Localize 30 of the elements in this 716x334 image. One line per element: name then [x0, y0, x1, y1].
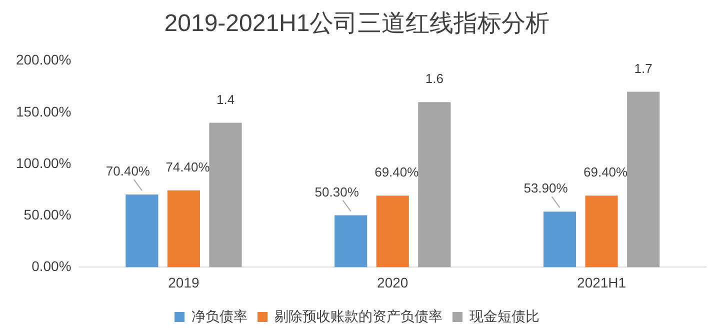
- data-label: 69.40%: [584, 164, 628, 180]
- bar: [209, 122, 242, 268]
- legend-label: 净负债率: [192, 308, 248, 324]
- data-label: 69.40%: [374, 164, 420, 180]
- bar: [126, 194, 158, 268]
- y-tick-label: 100.00%: [16, 154, 72, 171]
- data-label: 74.40%: [166, 159, 210, 174]
- bar: [167, 190, 200, 268]
- y-tick-label: 50.00%: [24, 206, 72, 222]
- x-tick-label: 2021H1: [577, 274, 626, 290]
- x-tick-label: 2020: [377, 274, 408, 290]
- x-tick-label: 2019: [168, 274, 200, 290]
- annotation: 1.4: [216, 92, 235, 107]
- bar: [334, 215, 368, 268]
- legend-label: 剔除预收账款的资产负债率: [274, 308, 442, 324]
- bar: [585, 196, 618, 268]
- y-tick-label: 200.00%: [16, 52, 72, 68]
- bar: [627, 92, 660, 268]
- annotation: 1.6: [425, 71, 444, 86]
- y-tick-label: 0.00%: [32, 258, 72, 274]
- data-label: 70.40%: [106, 164, 150, 179]
- chart-title: 2019-2021H1公司三道红线指标分析: [164, 10, 550, 38]
- data-label: 50.30%: [314, 184, 360, 200]
- bar: [418, 102, 451, 268]
- y-tick-label: 150.00%: [16, 103, 72, 120]
- bar: [376, 196, 409, 268]
- bar: [543, 212, 576, 268]
- legend-label: 现金短债比: [470, 308, 540, 324]
- annotation: 1.7: [634, 60, 652, 76]
- data-label: 53.90%: [524, 180, 568, 196]
